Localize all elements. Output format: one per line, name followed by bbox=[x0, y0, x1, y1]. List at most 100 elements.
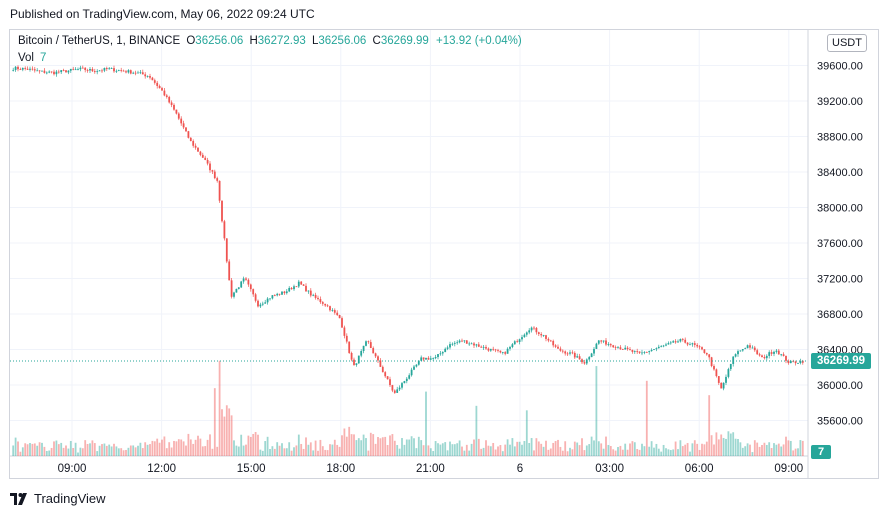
high-value: 36272.93 bbox=[257, 35, 306, 47]
candle-body bbox=[782, 354, 785, 356]
candle-body bbox=[518, 339, 521, 342]
candle-body bbox=[24, 67, 27, 69]
volume-bar bbox=[242, 445, 245, 456]
candle-body bbox=[324, 303, 327, 306]
candle-body bbox=[785, 355, 787, 361]
y-tick-label: 37600.00 bbox=[817, 238, 863, 250]
volume-bar bbox=[657, 448, 660, 456]
volume-bar bbox=[773, 443, 775, 456]
volume-bar bbox=[739, 442, 742, 456]
candle-body bbox=[408, 375, 411, 379]
volume-bar bbox=[153, 441, 156, 456]
candle-body bbox=[146, 76, 149, 77]
candle-body bbox=[271, 295, 274, 299]
candle-body bbox=[377, 356, 379, 361]
volume-bar bbox=[355, 440, 358, 456]
candle-body bbox=[429, 358, 432, 360]
volume-bar bbox=[453, 444, 456, 456]
volume-bar bbox=[173, 440, 175, 456]
candle-body bbox=[504, 352, 507, 354]
candle-body bbox=[511, 344, 514, 348]
volume-bar bbox=[96, 451, 99, 456]
volume-bar bbox=[667, 449, 670, 456]
volume-bar bbox=[240, 434, 243, 456]
volume-bar bbox=[785, 436, 787, 456]
volume-bar bbox=[797, 448, 799, 456]
volume-bar bbox=[115, 446, 118, 456]
volume-bar bbox=[117, 448, 120, 456]
candle-body bbox=[331, 310, 334, 311]
volume-bar bbox=[701, 443, 703, 456]
volume-bar bbox=[573, 441, 576, 456]
volume-bar bbox=[225, 405, 228, 456]
candle-body bbox=[763, 357, 766, 359]
candle-body bbox=[482, 346, 485, 348]
candle-body bbox=[194, 145, 197, 148]
volume-bar bbox=[384, 436, 387, 456]
volume-bar bbox=[230, 415, 233, 456]
volume-bar bbox=[295, 445, 298, 456]
candle-body bbox=[79, 67, 82, 70]
volume-bar bbox=[566, 451, 569, 456]
candle-body bbox=[693, 343, 696, 345]
volume-bar bbox=[379, 438, 382, 456]
volume-bar bbox=[129, 445, 132, 456]
candle-body bbox=[571, 352, 574, 354]
candle-body bbox=[739, 350, 742, 352]
tradingview-brand[interactable]: TradingView bbox=[10, 491, 106, 506]
volume-bar bbox=[789, 440, 792, 456]
volume-bar bbox=[245, 444, 247, 456]
candle-body bbox=[432, 358, 435, 359]
currency-button[interactable]: USDT bbox=[827, 34, 867, 52]
volume-bar bbox=[631, 441, 634, 456]
candle-body bbox=[180, 118, 183, 124]
candle-body bbox=[641, 352, 643, 354]
candle-body bbox=[497, 349, 499, 351]
volume-bar bbox=[703, 444, 706, 456]
volume-bar bbox=[727, 431, 730, 456]
candle-body bbox=[175, 109, 178, 114]
candle-body bbox=[393, 390, 396, 393]
candle-body bbox=[221, 200, 223, 222]
candle-body bbox=[247, 279, 250, 285]
volume-bar bbox=[216, 446, 219, 456]
volume-bar bbox=[559, 446, 562, 456]
candle-body bbox=[446, 347, 449, 349]
volume-bar bbox=[518, 441, 521, 456]
volume-bar bbox=[422, 445, 425, 456]
volume-bar bbox=[725, 438, 727, 456]
volume-bar bbox=[273, 448, 276, 456]
candle-body bbox=[684, 339, 687, 343]
candle-body bbox=[254, 294, 257, 301]
volume-bar bbox=[122, 450, 125, 456]
volume-bar bbox=[127, 447, 130, 456]
candle-body bbox=[283, 291, 286, 294]
volume-bar bbox=[756, 442, 759, 456]
volume-bar bbox=[360, 440, 363, 456]
candle-body bbox=[439, 353, 442, 355]
volume-bar bbox=[497, 446, 499, 456]
volume-bar bbox=[557, 439, 559, 456]
volume-bar bbox=[576, 442, 579, 456]
candle-body bbox=[29, 68, 31, 70]
candle-body bbox=[461, 340, 463, 342]
y-tick-label: 39600.00 bbox=[817, 61, 863, 73]
candle-body bbox=[789, 361, 792, 364]
candle-body bbox=[153, 80, 156, 83]
volume-bar bbox=[698, 449, 701, 456]
open-label: O bbox=[186, 35, 196, 47]
volume-bar bbox=[477, 438, 480, 456]
volume-bar bbox=[50, 447, 53, 456]
candle-body bbox=[81, 67, 84, 69]
volume-bar bbox=[293, 447, 295, 456]
volume-bar bbox=[655, 443, 658, 456]
volume-bar bbox=[578, 445, 581, 456]
candle-body bbox=[137, 72, 139, 74]
candle-body bbox=[468, 343, 471, 345]
volume-bar bbox=[710, 435, 713, 456]
y-tick-label: 38800.00 bbox=[817, 132, 863, 144]
volume-bar bbox=[161, 439, 163, 456]
volume-bar bbox=[732, 432, 735, 456]
volume-bar bbox=[305, 437, 307, 456]
